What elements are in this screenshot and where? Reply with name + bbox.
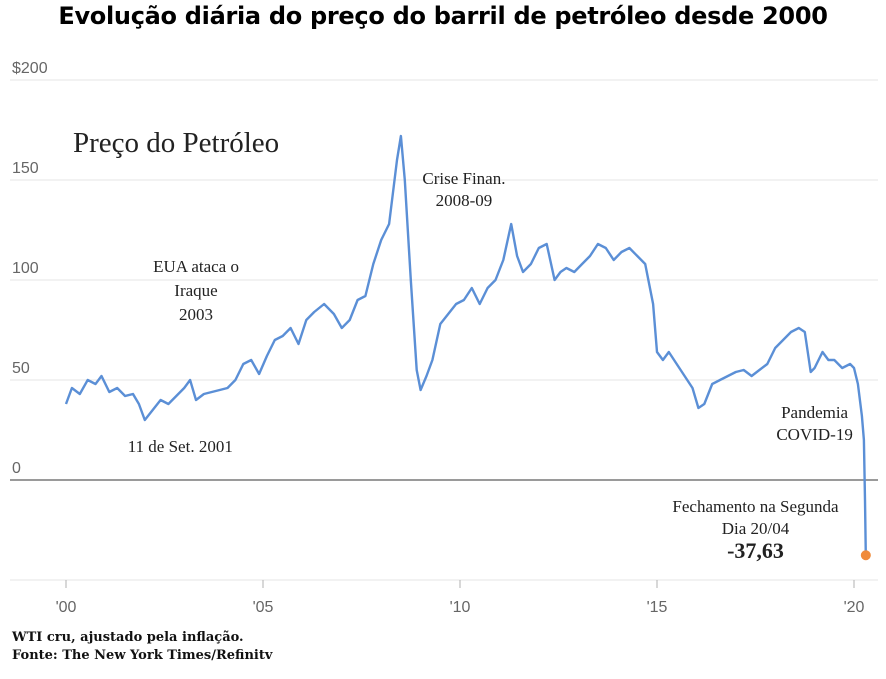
footnote-method: WTI cru, ajustado pela inflação. xyxy=(12,630,244,645)
annotation-label: EUA ataca o xyxy=(153,257,239,276)
annotation-label: Iraque xyxy=(174,281,217,300)
y-tick-label: 50 xyxy=(12,360,30,377)
y-tick-label: 0 xyxy=(12,460,21,477)
footnote-source: Fonte: The New York Times/Refinitv xyxy=(12,648,273,663)
annotations: EUA ataca o Iraque 2003 11 de Set. 2001 Cris… xyxy=(128,169,853,563)
annotation-label: 2008-09 xyxy=(436,191,493,210)
annotation-label: -37,63 xyxy=(727,538,784,563)
y-axis: $200 150 100 50 0 xyxy=(12,60,48,477)
x-tick-label: '05 xyxy=(253,599,274,616)
series-line xyxy=(64,134,867,556)
last-point-marker xyxy=(860,550,871,561)
page-title: Evolução diária do preço do barril de pe… xyxy=(58,2,828,30)
grid xyxy=(10,79,878,581)
x-axis: '00 '05 '10 '15 '20 xyxy=(56,580,865,616)
annotation-label: COVID-19 xyxy=(776,425,853,444)
y-tick-label: $200 xyxy=(12,60,48,77)
x-tick-label: '15 xyxy=(647,599,668,616)
y-tick-label: 100 xyxy=(12,260,39,277)
chart-title: Preço do Petróleo xyxy=(73,127,279,159)
annotation-label: Dia 20/04 xyxy=(722,519,790,538)
x-tick-label: '20 xyxy=(844,599,865,616)
annotation-label: 2003 xyxy=(179,305,213,324)
annotation-label: Pandemia xyxy=(781,403,848,422)
x-tick-label: '00 xyxy=(56,599,77,616)
annotation-label: Crise Finan. xyxy=(422,169,505,188)
annotation-label: Fechamento na Segunda xyxy=(672,497,839,516)
x-tick-label: '10 xyxy=(450,599,471,616)
y-tick-label: 150 xyxy=(12,160,39,177)
annotation-label: 11 de Set. 2001 xyxy=(128,437,233,456)
